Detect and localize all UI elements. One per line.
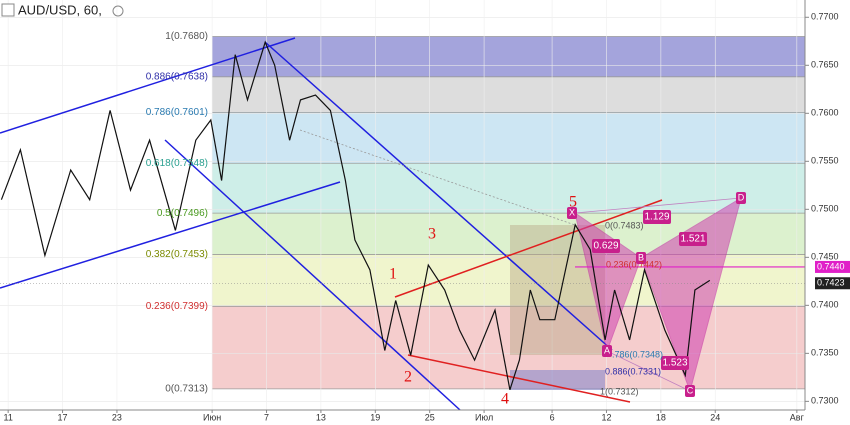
price (0, 40, 711, 390)
trend-line (394, 199, 663, 298)
price-tag (815, 277, 850, 290)
point-badge (636, 252, 646, 264)
trend-line (574, 197, 742, 214)
inner-fib-label: 0.236(0.7442) (606, 259, 662, 269)
ratio-label: 1.521 (680, 234, 705, 245)
trend-line (299, 129, 576, 226)
ratio-label: 0.629 (593, 241, 618, 252)
grid (0, 0, 805, 410)
y-tick-label: 0.7450 (811, 252, 839, 262)
point-badge (602, 345, 612, 357)
fib-band (212, 163, 805, 214)
point-label: C (687, 385, 694, 395)
x-tick-label: 6 (550, 412, 555, 422)
y-tick-label: 0.7550 (811, 156, 839, 166)
point-label: B (638, 252, 644, 262)
drawings (0, 37, 805, 411)
x-tick-label: 13 (316, 412, 326, 422)
fib-label: 0.236(0.7399) (146, 301, 208, 312)
y-tick-label: 0.7300 (811, 396, 839, 406)
wave-label: 4 (501, 391, 509, 408)
harmonic-bcd (640, 196, 742, 393)
symbol-icon[interactable] (1, 3, 15, 17)
fib-bands (212, 36, 805, 390)
price-tag (815, 260, 850, 273)
inner-fib-label: 1(0.7312) (600, 386, 639, 396)
x-tick-label: 12 (601, 412, 611, 422)
inner-fib-label: 0.886(0.7331) (605, 366, 661, 376)
price-tag-label: 0.7440 (817, 261, 845, 271)
price-tag-label: 0.7423 (817, 278, 845, 288)
wave-label: 2 (404, 369, 412, 386)
x-tick-label: 19 (370, 412, 380, 422)
point-badge (567, 207, 577, 219)
y-axis-strip (805, 0, 850, 425)
x-axis-strip (0, 410, 805, 425)
wave-label: 1 (389, 266, 397, 283)
point-label: D (738, 192, 745, 202)
fib-band (212, 112, 805, 164)
trend-line (264, 41, 613, 351)
y-tick-label: 0.7600 (811, 108, 839, 118)
y-tick-label: 0.7350 (811, 348, 839, 358)
fib-label: 0.5(0.7496) (157, 208, 208, 219)
trend-line (407, 354, 631, 403)
fib-label: 0(0.7313) (165, 384, 208, 395)
x-tick-label: 7 (264, 412, 269, 422)
fib-label: 1(0.7680) (165, 31, 208, 42)
y-tick-label: 0.7700 (811, 12, 839, 22)
x-tick-label: 25 (425, 412, 435, 422)
ratio-badge (679, 232, 707, 246)
x-tick-label: 17 (58, 412, 68, 422)
ratio-badge (643, 210, 671, 224)
ratio-label: 1.129 (644, 212, 669, 223)
wave-label: 5 (569, 194, 577, 211)
fib-label: 0.786(0.7601) (146, 107, 208, 118)
x-tick-label: 24 (710, 412, 720, 422)
fib-label: 0.618(0.7548) (146, 158, 208, 169)
inner-fib-label: .786(0.7348) (612, 349, 663, 359)
ratio-badge (592, 239, 620, 253)
y-tick-label: 0.7500 (811, 204, 839, 214)
fib-label: 0.886(0.7638) (146, 71, 208, 82)
point-label: A (604, 345, 610, 355)
y-tick-label: 0.7400 (811, 300, 839, 310)
ratio-badge (661, 356, 689, 370)
x-tick-label: 11 (3, 412, 12, 422)
point-label: X (569, 207, 575, 217)
harmonic-xab (574, 211, 642, 353)
trend-line (164, 139, 461, 411)
x-tick-label: 23 (112, 412, 122, 422)
trend-line (0, 37, 296, 134)
chart-title: AUD/USD, 60, (18, 2, 102, 17)
x-tick-label: Июн (203, 412, 221, 422)
trend-line (0, 181, 341, 289)
point-badge (736, 192, 746, 204)
point-badge (685, 385, 695, 397)
price-line (0, 40, 711, 390)
fib-band (212, 76, 805, 113)
trend-line (606, 350, 691, 392)
wave-label: 3 (428, 226, 436, 243)
settings-icon[interactable] (112, 5, 124, 17)
x-tick-label: 18 (656, 412, 666, 422)
inner-fib-label: 0(0.7483) (605, 220, 644, 230)
fib-label: 0.382(0.7453) (146, 249, 208, 260)
fib-band (212, 36, 805, 77)
labels: 1(0.7680) 0.886(0.7638) 0.786(0.7601) 0.618… (146, 31, 746, 408)
axes: 0.7300 0.7350 0.7400 0.7450 0.7500 0.7550 0.76… (3, 12, 850, 422)
ratio-label: 1.523 (662, 358, 687, 369)
x-tick-label: Июл (475, 412, 493, 422)
zone (510, 370, 605, 390)
x-tick-label: Авг (790, 412, 805, 422)
y-tick-label: 0.7650 (811, 60, 839, 70)
